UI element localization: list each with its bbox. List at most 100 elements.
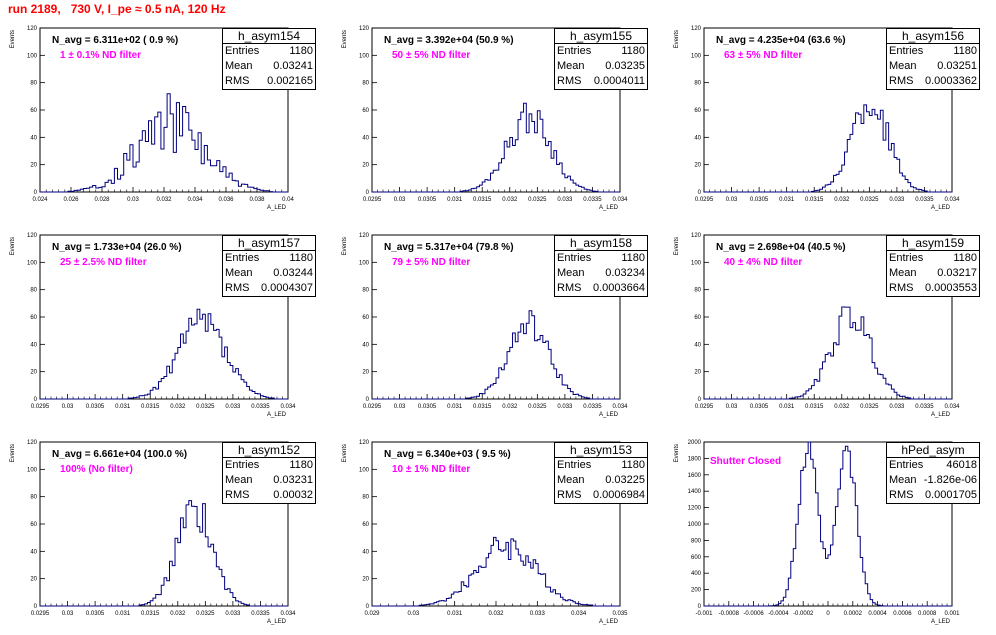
stats-row-rms: RMS 0.0003362 bbox=[887, 74, 979, 89]
y-tick-label: 60 bbox=[362, 108, 369, 114]
y-tick-label: 40 bbox=[30, 549, 37, 555]
histogram-name: h_asym157 bbox=[223, 236, 315, 251]
stats-key: Mean bbox=[889, 60, 917, 72]
y-tick-label: 0 bbox=[698, 190, 702, 196]
stats-key: RMS bbox=[225, 282, 250, 294]
stats-value: 0.03241 bbox=[273, 60, 313, 72]
histogram-name: h_asym158 bbox=[555, 236, 647, 251]
y-tick-label: 20 bbox=[30, 163, 37, 169]
x-tick-label: 0.0335 bbox=[915, 404, 934, 410]
y-tick-label: 80 bbox=[694, 81, 701, 87]
stats-key: Mean bbox=[889, 267, 917, 279]
stats-key: RMS bbox=[889, 75, 914, 87]
x-tick-label: 0.0305 bbox=[418, 197, 437, 203]
stats-value: 0.0004011 bbox=[593, 75, 645, 87]
y-tick-label: 80 bbox=[30, 288, 37, 294]
x-tick-label: 0.034 bbox=[612, 197, 628, 203]
stats-key: RMS bbox=[557, 75, 582, 87]
x-tick-label: 0.0325 bbox=[528, 404, 547, 410]
navg-label: N_avg = 5.317e+04 (79.8 %) bbox=[384, 242, 514, 253]
histogram-panel-h_asym156: 0.0295 0.03 0.0305 0.031 0.0315 0.032 0.0325 0.… bbox=[664, 14, 996, 221]
y-tick-label: 120 bbox=[27, 440, 38, 446]
histogram-plot: 0.0295 0.03 0.0305 0.031 0.0315 0.032 0.0325 0.… bbox=[10, 440, 296, 625]
x-tick-label: 0.04 bbox=[282, 197, 294, 203]
x-tick-label: 0.031 bbox=[447, 197, 463, 203]
x-tick-label: 0.033 bbox=[889, 404, 905, 410]
stats-value: 0.00032 bbox=[273, 489, 313, 501]
y-tick-label: 60 bbox=[30, 108, 37, 114]
x-tick-label: -0.0002 bbox=[793, 611, 814, 617]
y-tick-label: 100 bbox=[691, 53, 702, 59]
y-tick-label: 0 bbox=[698, 604, 702, 610]
stats-row-mean: Mean 0.03235 bbox=[555, 59, 647, 74]
histogram-name: h_asym153 bbox=[555, 443, 647, 458]
y-tick-label: 120 bbox=[359, 440, 370, 446]
x-tick-label: 0.0004 bbox=[868, 611, 887, 617]
filter-label: 25 ± 2.5% ND filter bbox=[60, 257, 147, 268]
x-tick-label: 0.0305 bbox=[750, 197, 769, 203]
y-tick-label: 20 bbox=[362, 370, 369, 376]
stats-key: RMS bbox=[889, 489, 914, 501]
stats-key: Entries bbox=[225, 459, 260, 471]
stats-value: 0.0004307 bbox=[261, 282, 313, 294]
y-tick-label: 80 bbox=[30, 81, 37, 87]
x-tick-label: 0.0295 bbox=[31, 404, 50, 410]
y-tick-label: 100 bbox=[27, 260, 38, 266]
stats-value: 1180 bbox=[953, 252, 977, 264]
x-tick-label: 0.0335 bbox=[251, 611, 270, 617]
y-axis-label: Events bbox=[10, 237, 16, 255]
stats-row-mean: Mean 0.03231 bbox=[223, 473, 315, 488]
stats-row-entries: Entries 1180 bbox=[887, 44, 979, 59]
x-tick-label: 0.03 bbox=[127, 197, 139, 203]
y-tick-label: 20 bbox=[362, 163, 369, 169]
stats-key: Mean bbox=[557, 474, 585, 486]
stats-value: 1180 bbox=[953, 45, 977, 57]
y-axis-label: Events bbox=[674, 30, 680, 48]
stats-value: 0.03225 bbox=[605, 474, 645, 486]
y-tick-label: 60 bbox=[30, 522, 37, 528]
histogram-line bbox=[40, 308, 288, 400]
y-axis-label: Events bbox=[10, 444, 16, 462]
stats-row-mean: Mean 0.03244 bbox=[223, 266, 315, 281]
y-axis-label: Events bbox=[10, 30, 16, 48]
x-tick-label: 0.0315 bbox=[805, 197, 824, 203]
x-tick-label: 0.034 bbox=[944, 197, 960, 203]
x-tick-label: 0.032 bbox=[170, 611, 186, 617]
histogram-name: h_asym159 bbox=[887, 236, 979, 251]
stats-key: Mean bbox=[225, 60, 253, 72]
x-axis-label: A_LED bbox=[267, 412, 287, 418]
x-tick-label: 0.0008 bbox=[918, 611, 937, 617]
histogram-panel-h_asym152: 0.0295 0.03 0.0305 0.031 0.0315 0.032 0.0325 0.… bbox=[0, 428, 332, 635]
y-axis-label: Events bbox=[342, 237, 348, 255]
x-tick-label: 0.028 bbox=[94, 197, 110, 203]
stats-key: Entries bbox=[557, 252, 592, 264]
x-axis-label: A_LED bbox=[599, 205, 619, 211]
x-axis-label: A_LED bbox=[599, 412, 619, 418]
filter-label: 100% (No filter) bbox=[60, 464, 133, 475]
x-tick-label: 0.033 bbox=[557, 404, 573, 410]
y-tick-label: 2000 bbox=[688, 440, 702, 446]
stats-row-entries: Entries 1180 bbox=[223, 251, 315, 266]
histogram-panel-h_asym159: 0.0295 0.03 0.0305 0.031 0.0315 0.032 0.0325 0.… bbox=[664, 221, 996, 428]
stats-value: 0.002165 bbox=[267, 75, 313, 87]
stats-key: RMS bbox=[557, 489, 582, 501]
x-tick-label: 0.036 bbox=[218, 197, 234, 203]
x-tick-label: 0.033 bbox=[225, 404, 241, 410]
navg-label: N_avg = 6.340e+03 ( 9.5 %) bbox=[384, 449, 511, 460]
histogram-plot: 0.029 0.03 0.031 0.032 0.033 0.034 0.035 0 20 40 6… bbox=[342, 440, 628, 625]
histogram-name: h_asym152 bbox=[223, 443, 315, 458]
y-tick-label: 120 bbox=[359, 26, 370, 32]
y-tick-label: 1800 bbox=[688, 456, 702, 462]
x-tick-label: 0.033 bbox=[225, 611, 241, 617]
x-tick-label: 0.0295 bbox=[363, 404, 382, 410]
x-tick-label: 0.034 bbox=[612, 404, 628, 410]
x-tick-label: 0.0325 bbox=[528, 197, 547, 203]
stats-value: -1.826e-06 bbox=[923, 474, 977, 486]
stats-row-rms: RMS 0.002165 bbox=[223, 74, 315, 89]
y-tick-label: 0 bbox=[366, 397, 370, 403]
x-axis-label: A_LED bbox=[931, 619, 951, 625]
x-tick-label: 0.0295 bbox=[31, 611, 50, 617]
stats-row-rms: RMS 0.00032 bbox=[223, 488, 315, 503]
stats-box: h_asym157 Entries 1180 Mean 0.03244 RMS 0.0004… bbox=[222, 235, 316, 297]
histogram-line bbox=[372, 102, 620, 193]
